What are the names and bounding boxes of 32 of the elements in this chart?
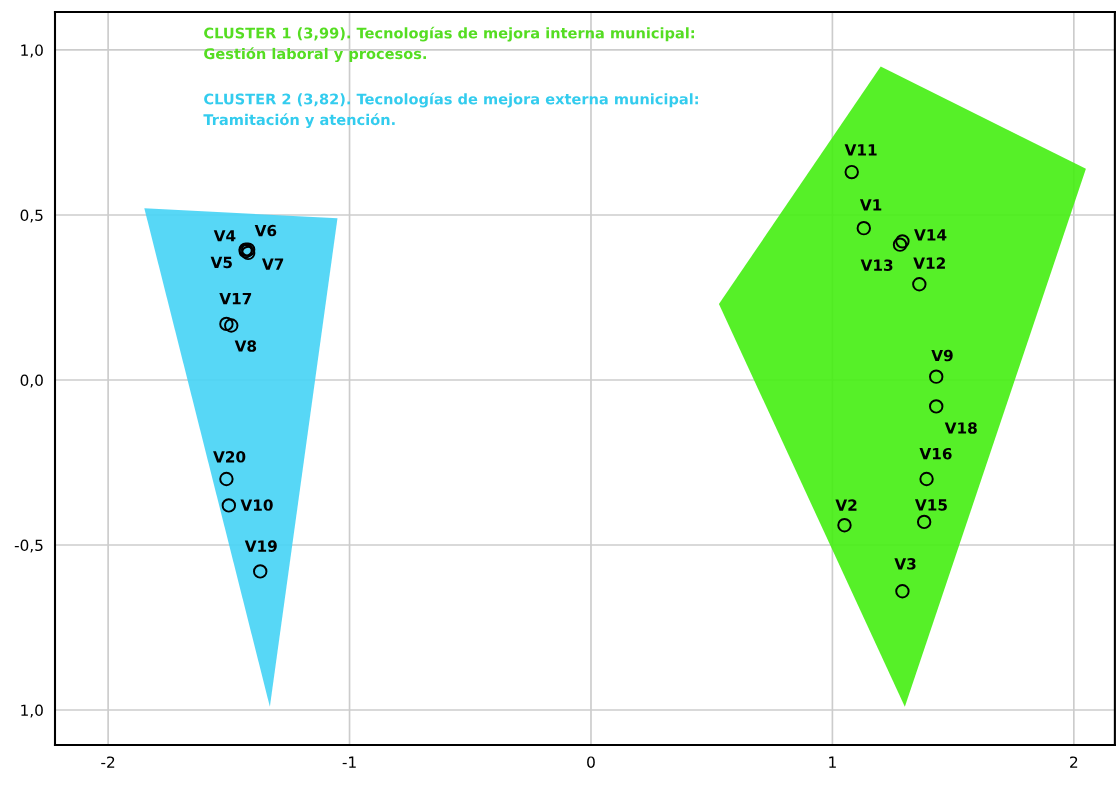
annotation: CLUSTER 1 (3,99). Tecnologías de mejora interna municipal: Gestión laboral y procesos. (204, 26, 695, 63)
annotation: V5 (210, 256, 232, 269)
x-tick-label: 0 (587, 756, 595, 768)
annotation: V10 (240, 499, 273, 511)
x-tick-label: -2 (101, 756, 115, 768)
annotation: V1 (859, 199, 882, 211)
annotation: V4 (213, 230, 236, 242)
x-tick-label: -1 (342, 756, 356, 768)
annotation: V14 (914, 229, 947, 241)
annotation: V8 (234, 340, 257, 352)
annotation: V2 (835, 499, 857, 511)
annotation: V12 (913, 257, 945, 269)
y-tick-label: 0,5 (20, 209, 43, 223)
y-tick-label: 1,0 (21, 704, 43, 718)
annotation: V20 (213, 451, 246, 463)
annotation: V7 (261, 258, 284, 270)
y-tick-label: 1,0 (21, 44, 43, 58)
x-tick-label: 2 (1070, 756, 1078, 768)
annotation: V3 (894, 558, 916, 570)
annotation: V16 (919, 447, 952, 460)
annotation: V18 (944, 422, 977, 434)
annotation: V19 (244, 540, 277, 552)
annotation: V9 (931, 349, 953, 362)
annotation: V11 (844, 144, 877, 156)
annotation: V13 (860, 259, 893, 271)
x-tick-label: 1 (829, 756, 836, 768)
y-tick-label: -0,5 (14, 539, 43, 553)
annotation: V15 (914, 499, 947, 511)
annotation: CLUSTER 2 (3,82). Tecnologías de mejora externa municipal: Tramitación y atención. (203, 92, 698, 129)
annotation: V17 (219, 293, 252, 305)
y-tick-label: 0,0 (20, 374, 43, 388)
annotation: V6 (254, 224, 277, 237)
